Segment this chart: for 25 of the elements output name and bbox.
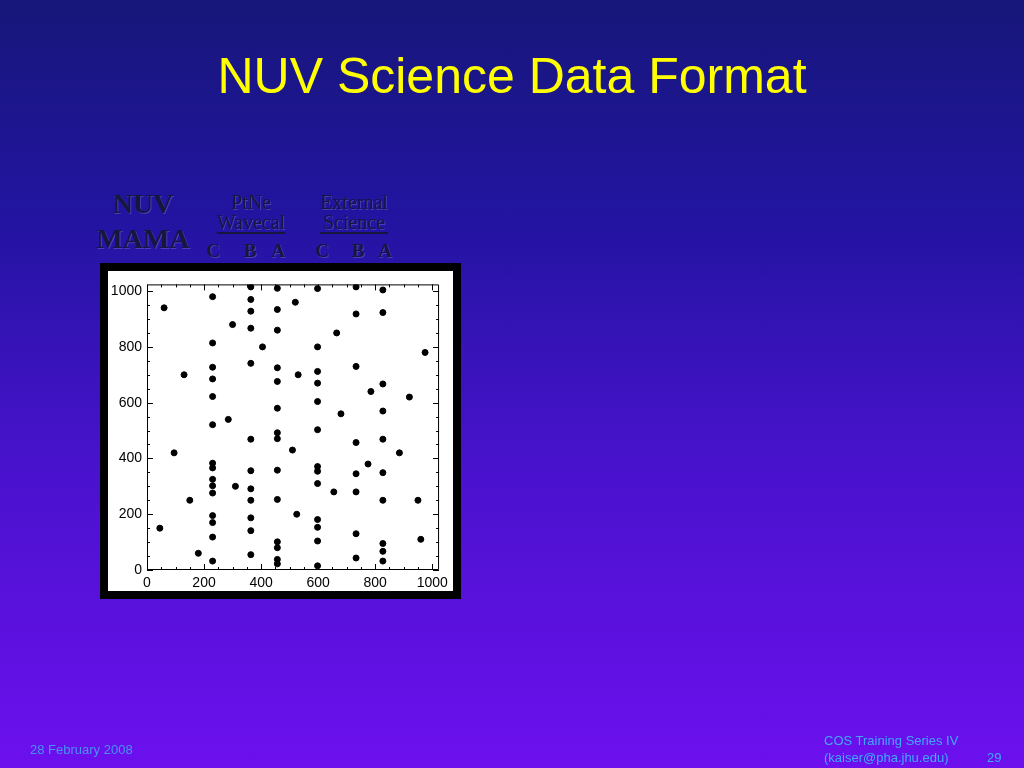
- y-tick-label: 0: [134, 560, 143, 577]
- chart-title: NUV Science Data Format: [216, 48, 808, 104]
- text: A: [271, 240, 285, 261]
- text: (kaiser@pha.jhu.edu): [824, 750, 949, 766]
- text: NUV MAMA: [96, 187, 190, 256]
- text: COS Training Series IV: [824, 733, 959, 749]
- y-tick-label: 200: [118, 505, 143, 522]
- y-tick-label: 400: [118, 449, 143, 466]
- y-tick-label: 600: [118, 393, 143, 410]
- x-tick-label: 400: [249, 574, 273, 591]
- text: External Science: [320, 191, 388, 234]
- text: B: [243, 240, 257, 261]
- x-tick-label: 200: [192, 574, 216, 591]
- y-tick-label: 800: [118, 337, 143, 354]
- text: B: [351, 240, 365, 261]
- text: 29: [987, 750, 1002, 766]
- x-tick-label: 1000: [416, 574, 448, 591]
- text: C: [206, 240, 220, 261]
- x-tick-label: 800: [363, 574, 388, 591]
- x-tick-label: 600: [306, 574, 331, 591]
- text: A: [378, 240, 392, 261]
- y-tick-label: 1000: [110, 281, 143, 298]
- text: C: [315, 240, 329, 261]
- text: 28 February 2008: [30, 742, 133, 758]
- text: PtNe Wavecal: [216, 191, 286, 234]
